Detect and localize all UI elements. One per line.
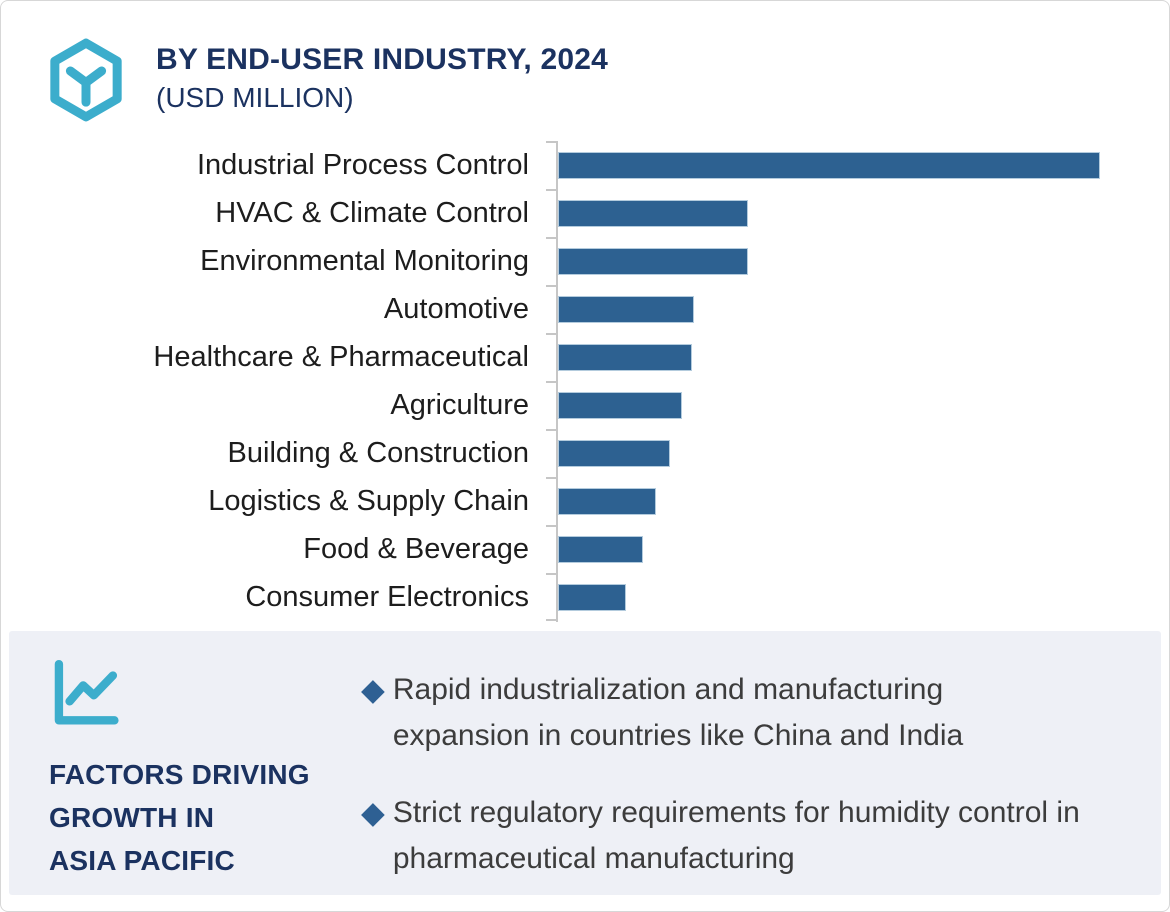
factor-text: Strict regulatory requirements for humid…	[392, 796, 1080, 875]
bar-logistics-supply-chain	[558, 487, 656, 515]
diamond-bullet-icon: ◆	[361, 795, 385, 830]
bar-hvac-climate-control	[558, 199, 748, 227]
axis-tick	[546, 477, 557, 479]
axis-tick	[546, 619, 557, 621]
bar-industrial-process-control	[558, 151, 1100, 179]
factors-panel: FACTORS DRIVING GROWTH IN ASIA PACIFIC ◆…	[9, 631, 1161, 895]
factor-bullet: ◆ Rapid industrialization and manufactur…	[361, 667, 1121, 759]
bar-automotive	[558, 295, 694, 323]
chart-title-block: BY END-USER INDUSTRY, 2024 (USD MILLION)	[156, 41, 608, 116]
axis-tick	[546, 429, 557, 431]
category-label: HVAC & Climate Control	[215, 196, 529, 229]
y-axis-line	[556, 141, 558, 622]
chart-row: Environmental Monitoring	[1, 237, 1169, 285]
hexagon-cube-logo-icon	[50, 38, 122, 122]
bar-chart: Industrial Process Control HVAC & Climat…	[1, 141, 1169, 621]
factor-bullet: ◆ Strict regulatory requirements for hum…	[361, 790, 1121, 882]
axis-tick	[546, 381, 557, 383]
factors-heading-line: FACTORS DRIVING	[49, 759, 310, 790]
axis-tick	[546, 285, 557, 287]
chart-title-units: (USD MILLION)	[156, 82, 354, 113]
chart-row: Automotive	[1, 285, 1169, 333]
factors-bullet-list: ◆ Rapid industrialization and manufactur…	[361, 667, 1121, 911]
factor-text: Rapid industrialization and manufacturin…	[392, 673, 964, 752]
axis-tick	[546, 141, 557, 143]
diamond-bullet-icon: ◆	[361, 672, 385, 707]
bar-environmental-monitoring	[558, 247, 748, 275]
axis-tick	[546, 237, 557, 239]
chart-row: Healthcare & Pharmaceutical	[1, 333, 1169, 381]
factors-heading: FACTORS DRIVING GROWTH IN ASIA PACIFIC	[49, 753, 310, 882]
category-label: Automotive	[383, 292, 529, 325]
chart-title: BY END-USER INDUSTRY, 2024	[156, 43, 608, 76]
chart-row: HVAC & Climate Control	[1, 189, 1169, 237]
factors-heading-line: GROWTH IN	[49, 802, 215, 833]
chart-row: Logistics & Supply Chain	[1, 477, 1169, 525]
category-label: Logistics & Supply Chain	[208, 484, 529, 517]
category-label: Agriculture	[390, 388, 529, 421]
axis-tick	[546, 189, 557, 191]
axis-tick	[546, 573, 557, 575]
line-chart-icon	[54, 659, 119, 725]
category-label: Building & Construction	[227, 436, 529, 469]
chart-row: Consumer Electronics	[1, 573, 1169, 621]
category-label: Industrial Process Control	[196, 148, 529, 181]
category-label: Environmental Monitoring	[200, 244, 529, 277]
factors-heading-line: ASIA PACIFIC	[49, 845, 235, 876]
bar-food-beverage	[558, 535, 643, 563]
axis-tick	[546, 525, 557, 527]
chart-row: Building & Construction	[1, 429, 1169, 477]
chart-row: Industrial Process Control	[1, 141, 1169, 189]
chart-row: Agriculture	[1, 381, 1169, 429]
bar-consumer-electronics	[558, 583, 626, 611]
chart-row: Food & Beverage	[1, 525, 1169, 573]
category-label: Food & Beverage	[303, 532, 529, 565]
bar-agriculture	[558, 391, 682, 419]
axis-tick	[546, 333, 557, 335]
category-label: Healthcare & Pharmaceutical	[153, 340, 529, 373]
category-label: Consumer Electronics	[245, 580, 529, 613]
bar-healthcare-pharmaceutical	[558, 343, 692, 371]
bar-building-construction	[558, 439, 670, 467]
